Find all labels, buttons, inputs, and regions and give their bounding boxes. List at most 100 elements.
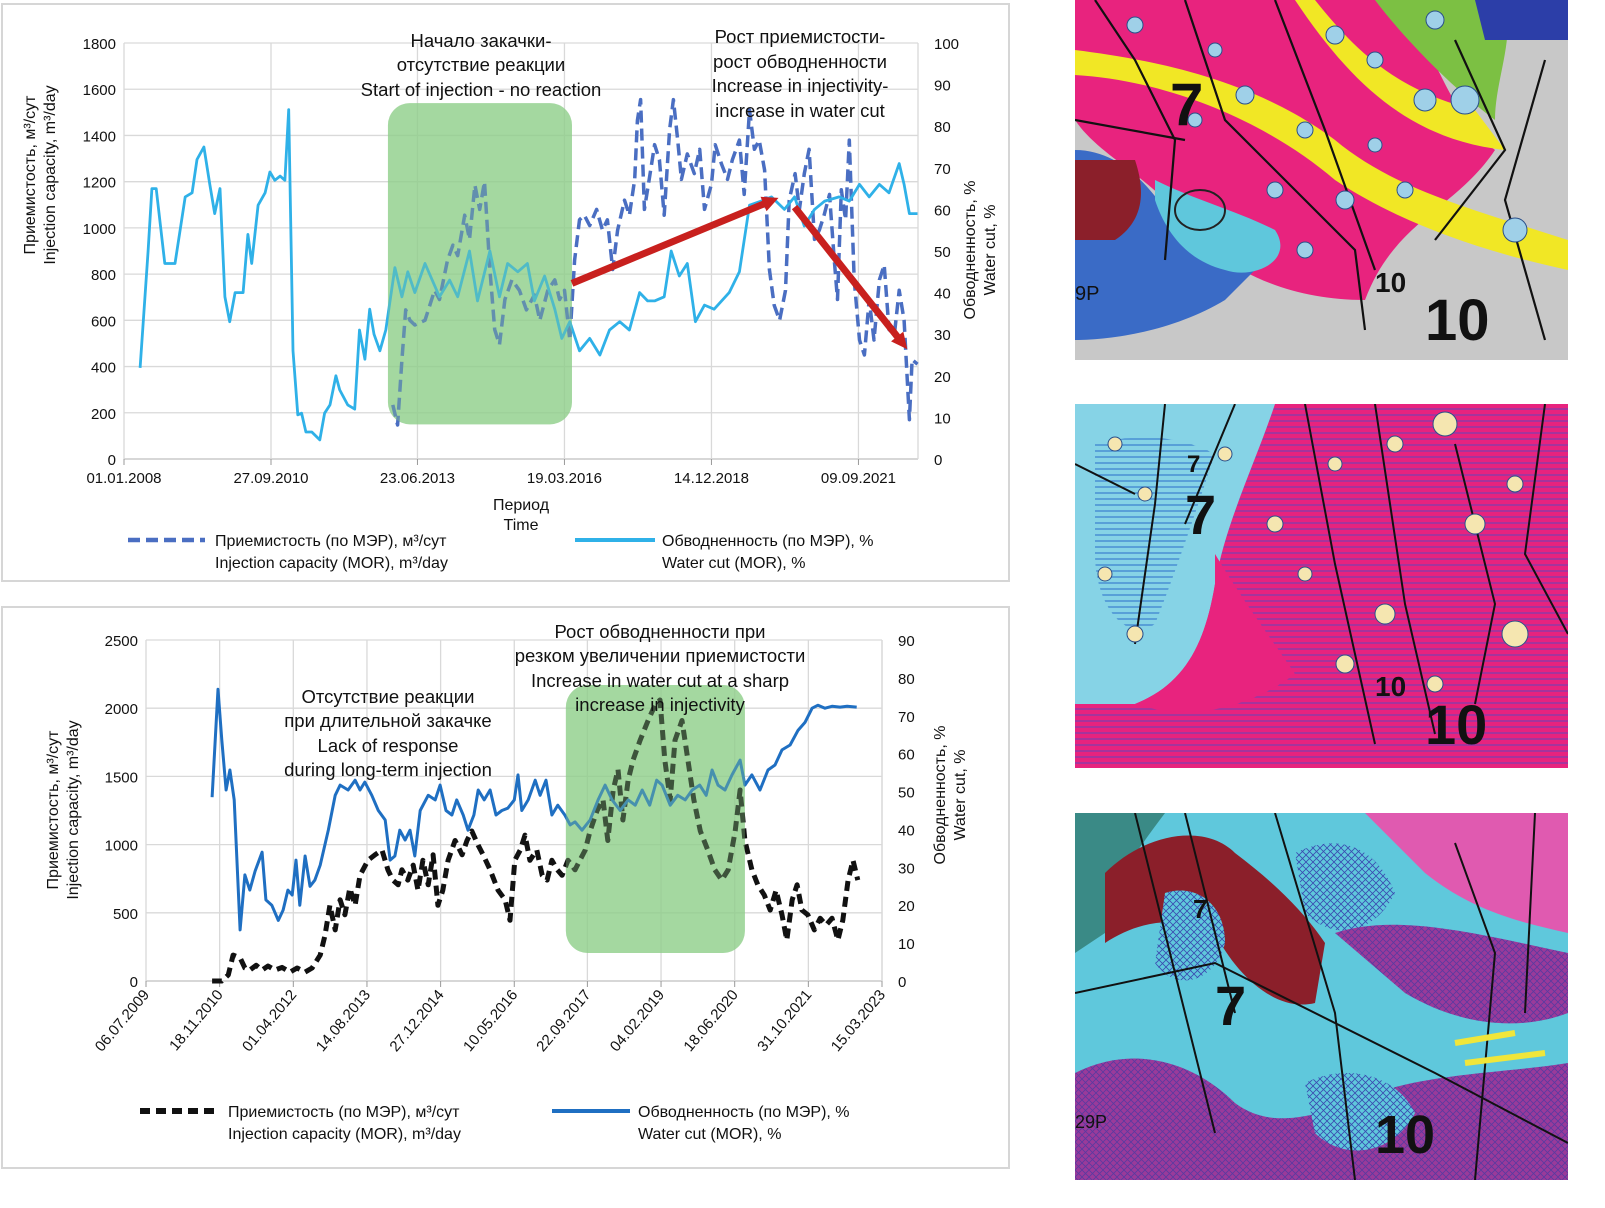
map1-label-9p: 9P <box>1075 283 1099 305</box>
map3-label-7-red: 7 <box>1193 894 1207 924</box>
y2-tick-label: 70 <box>898 709 915 726</box>
annotation-line: Increase in water cut at a sharp <box>531 670 789 691</box>
legend-label-watercut: Обводненность (по МЭР), % <box>638 1104 850 1121</box>
x-tick-label: 19.03.2016 <box>527 470 602 487</box>
map2-label-10-red: 10 <box>1375 671 1406 702</box>
shaded-region <box>565 685 745 954</box>
y2-axis-title: Обводненность, % <box>932 726 949 865</box>
x-tick-label: 10.05.2016 <box>460 987 521 1055</box>
annotation-line: increase in water cut <box>715 100 885 121</box>
x-tick-label: 18.11.2010 <box>166 987 227 1055</box>
y-tick-label: 1000 <box>83 221 116 238</box>
arrow-head <box>891 331 908 350</box>
y2-axis-title: Water cut, % <box>952 750 969 841</box>
x-tick-label: 14.12.2018 <box>674 470 749 487</box>
x-tick-label: 18.06.2020 <box>680 987 741 1055</box>
y2-tick-label: 60 <box>934 202 951 219</box>
y2-tick-label: 20 <box>898 898 915 915</box>
chart-injection-vs-watercut-2: 0 500 1000 1500 2000 2500 0 10 20 30 40 50 60 70 80 90 0… <box>45 621 969 1143</box>
y-tick-label: 1000 <box>105 838 138 855</box>
y-tick-label: 0 <box>108 452 116 469</box>
y-axis-title: Injection capacity, m³/day <box>65 720 82 899</box>
x-tick-label: 01.01.2008 <box>86 470 161 487</box>
y2-tick-label: 10 <box>934 410 951 427</box>
map3-label-7: 7 <box>1215 974 1246 1037</box>
y2-tick-label: 100 <box>934 36 959 53</box>
x-tick-label: 06.07.2009 <box>92 987 153 1055</box>
y-tick-label: 400 <box>91 360 116 377</box>
map2-label-7-red: 7 <box>1187 451 1200 478</box>
y2-axis-title: Обводненность, % <box>962 181 979 320</box>
annotation-line: резком увеличении приемистости <box>515 645 806 666</box>
annotation-line: during long-term injection <box>284 759 492 780</box>
legend-label-watercut-en: Water cut (MOR), % <box>638 1126 781 1143</box>
y-axis-title: Injection capacity, m³/day <box>42 85 59 264</box>
water-cut-line <box>210 687 857 932</box>
map1-label-7: 7 <box>1170 71 1203 138</box>
map2-label-10: 10 <box>1425 693 1487 756</box>
legend-label-injection-en: Injection capacity (MOR), m³/day <box>228 1126 461 1143</box>
chart-panel-top <box>1 3 1010 582</box>
y2-axis-title: Water cut, % <box>982 205 999 296</box>
y2-tick-label: 90 <box>898 633 915 650</box>
y2-tick-label: 30 <box>898 860 915 877</box>
y-tick-label: 200 <box>91 406 116 423</box>
x-tick-label: 04.02.2019 <box>607 987 668 1055</box>
annotation-line: рост обводненности <box>713 51 887 72</box>
y-axis-title: Приемистость, м³/сут <box>22 95 39 255</box>
x-tick-label: 15.03.2023 <box>828 987 889 1055</box>
x-tick-label: 27.12.2014 <box>386 987 447 1055</box>
map3-label-10: 10 <box>1375 1105 1435 1165</box>
x-tick-label: 01.04.2012 <box>239 987 300 1055</box>
x-axis-title: Период <box>493 497 550 514</box>
x-axis-title: Time <box>504 517 539 534</box>
well-map-2: 7 7 10 10 <box>1075 404 1568 768</box>
shaded-region-overlay <box>565 685 745 954</box>
y-tick-label: 600 <box>91 313 116 330</box>
x-tick-label: 23.06.2013 <box>380 470 455 487</box>
y2-tick-label: 20 <box>934 369 951 386</box>
annotation-line: отсутствие реакции <box>397 54 565 75</box>
annotation-line: Lack of response <box>318 735 459 756</box>
legend-label-injection: Приемистость (по МЭР), м³/сут <box>228 1104 460 1121</box>
annotation-line: Отсутствие реакции <box>302 686 475 707</box>
y2-tick-label: 70 <box>934 161 951 178</box>
y-axis-title: Приемистость, м³/сут <box>45 730 62 890</box>
y2-tick-label: 50 <box>898 785 915 802</box>
well-map-1: 7 10 10 9P <box>1075 0 1568 360</box>
y-tick-label: 800 <box>91 267 116 284</box>
y2-tick-label: 90 <box>934 78 951 95</box>
annotation-line: при длительной закачке <box>284 710 491 731</box>
y-tick-label: 1400 <box>83 128 116 145</box>
y2-tick-label: 80 <box>898 671 915 688</box>
annotation-line: increase in injectivity <box>575 694 745 715</box>
legend-label-injection-en: Injection capacity (MOR), m³/day <box>215 555 448 572</box>
x-tick-label: 09.09.2021 <box>821 470 896 487</box>
y2-tick-label: 50 <box>934 244 951 261</box>
x-tick-label: 14.08.2013 <box>313 987 374 1055</box>
shaded-region-overlay <box>387 103 572 425</box>
y-tick-label: 2500 <box>105 633 138 650</box>
chart-injection-vs-watercut-1: 0 200 400 600 800 1000 1200 1400 1600 1800 0 10 20 30… <box>22 26 999 572</box>
y-tick-label: 500 <box>113 906 138 923</box>
y2-tick-label: 80 <box>934 119 951 136</box>
y2-tick-label: 40 <box>898 822 915 839</box>
injection-capacity-line <box>212 697 861 984</box>
y2-tick-label: 0 <box>934 452 942 469</box>
trend-arrow <box>570 199 768 287</box>
map2-label-7: 7 <box>1185 483 1216 546</box>
annotation-line: Рост приемистости- <box>715 26 886 47</box>
y-tick-label: 2000 <box>105 701 138 718</box>
y-tick-label: 1200 <box>83 175 116 192</box>
y-tick-label: 1800 <box>83 36 116 53</box>
x-tick-label: 27.09.2010 <box>233 470 308 487</box>
arrow-head <box>760 196 779 212</box>
y2-tick-label: 30 <box>934 327 951 344</box>
map1-label-10-red: 10 <box>1375 267 1406 298</box>
y-tick-label: 1600 <box>83 82 116 99</box>
y-tick-label: 1500 <box>105 769 138 786</box>
annotation-line: Start of injection - no reaction <box>361 79 602 100</box>
x-tick-label: 22.09.2017 <box>533 987 594 1055</box>
y2-tick-label: 60 <box>898 747 915 764</box>
trend-arrow <box>791 204 904 343</box>
